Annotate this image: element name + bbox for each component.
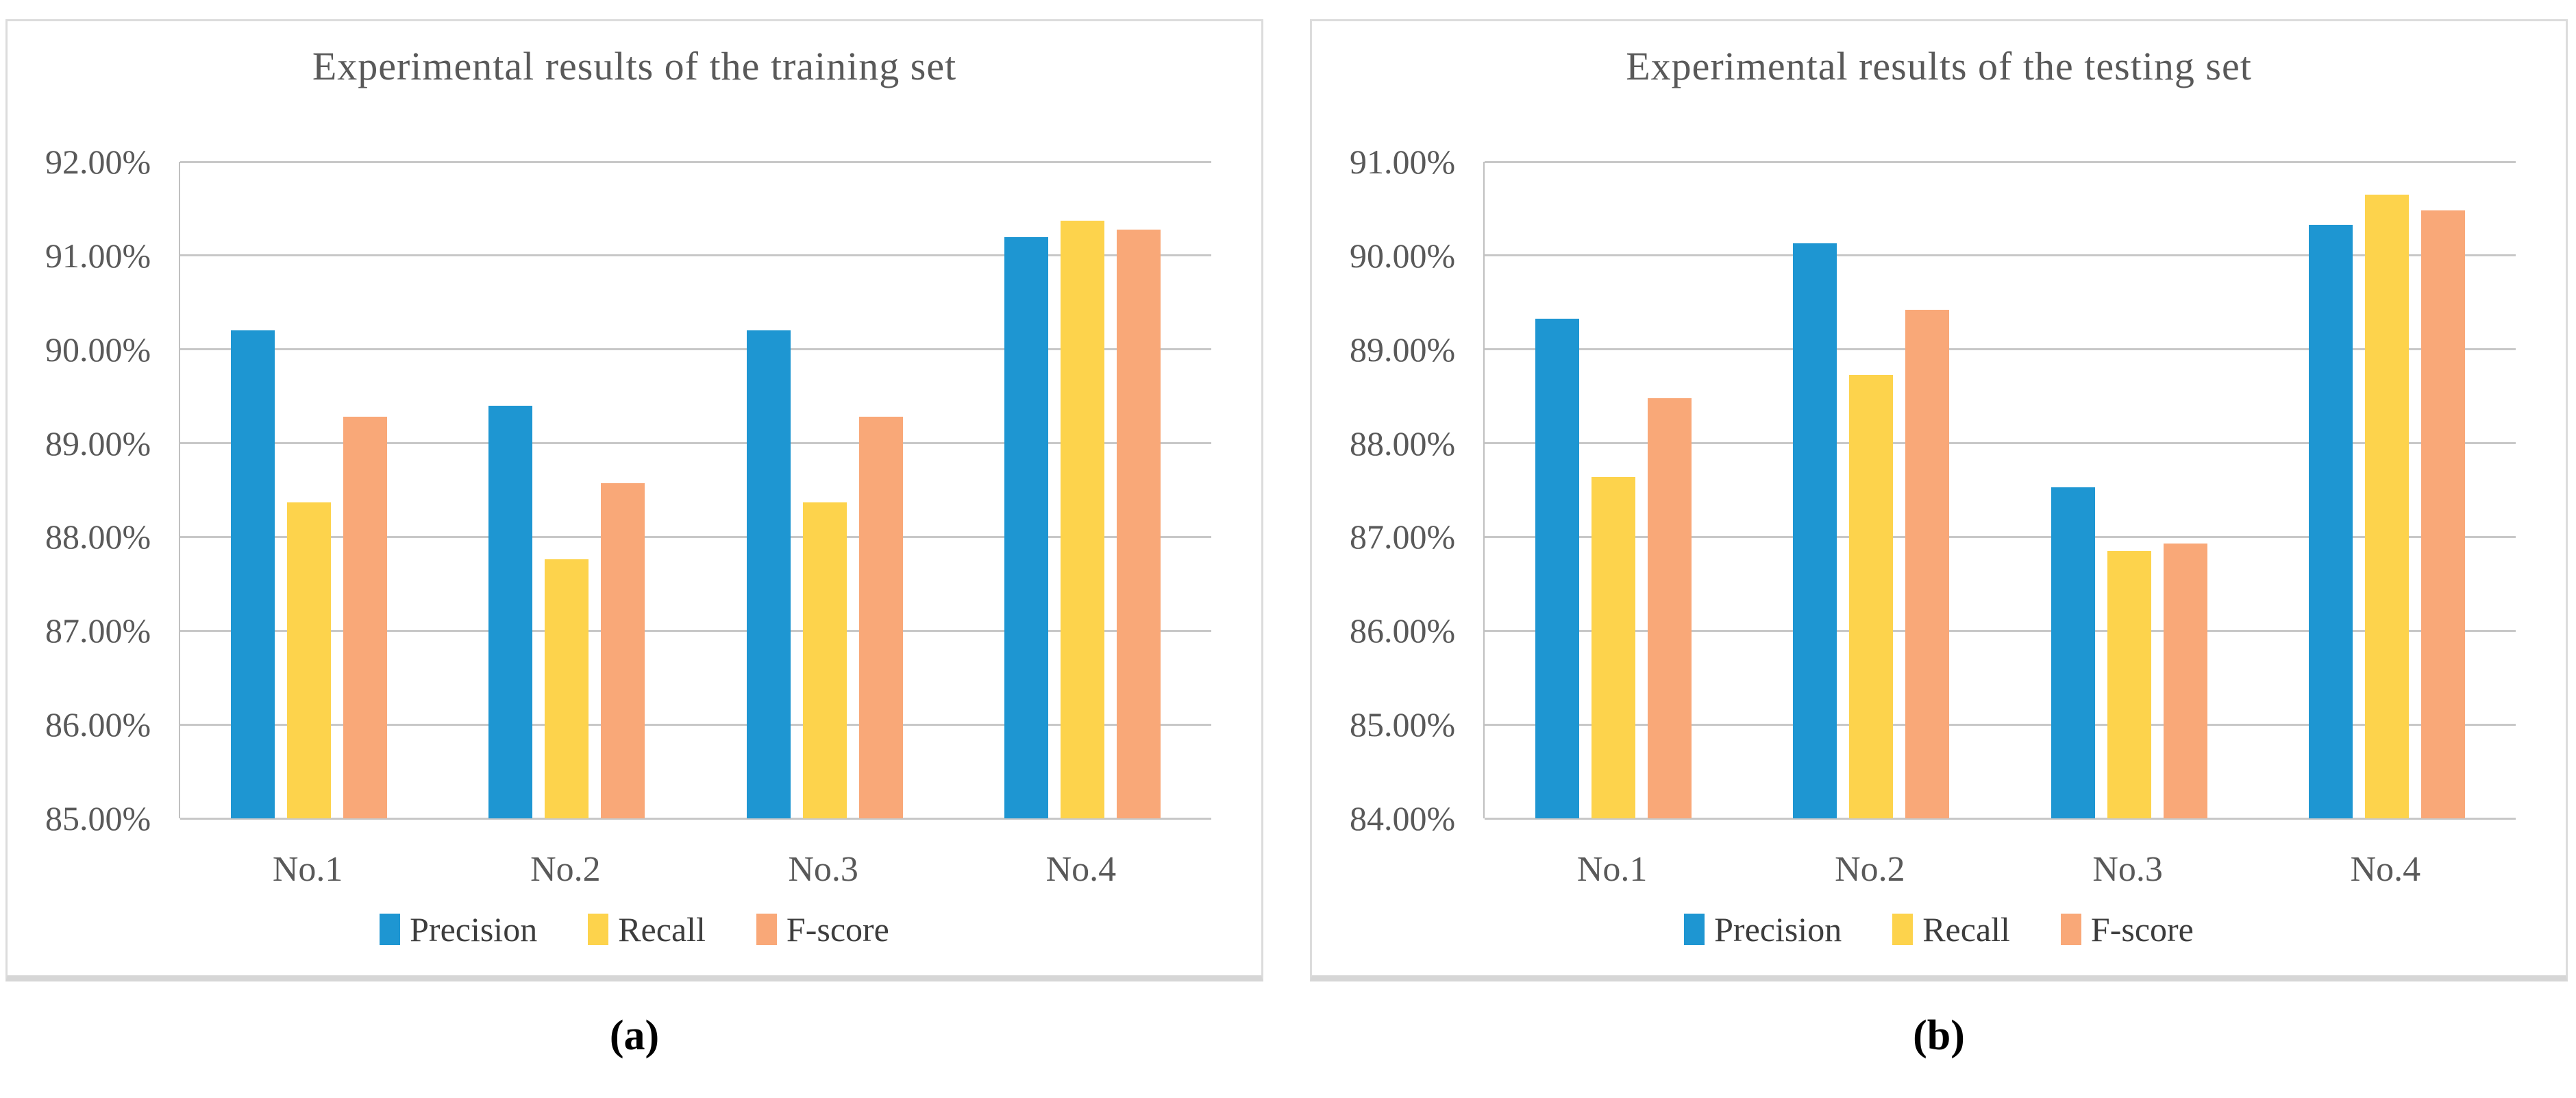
y-tick-label: 90.00% xyxy=(1350,236,1456,275)
legend-label-precision: Precision xyxy=(410,910,538,949)
y-tick-label: 90.00% xyxy=(45,330,151,369)
gridline xyxy=(1485,535,2516,538)
gridline xyxy=(1485,629,2516,632)
y-axis-tick-labels: 91.00% 90.00% 89.00% 88.00% 87.00% 86.00% 85.0… xyxy=(1350,143,1480,838)
y-tick-label: 84.00% xyxy=(1350,799,1456,838)
legend-label-recall: Recall xyxy=(618,910,706,949)
chart-panel-testing: Experimental results of the testing set … xyxy=(1310,19,2568,981)
bar-fscore-no3 xyxy=(858,417,903,818)
legend-item-recall: Recall xyxy=(1892,910,2010,949)
figure-caption-a: (a) xyxy=(609,1012,660,1059)
bar-precision-no1 xyxy=(1535,318,1580,818)
legend-item-fscore: F-score xyxy=(756,910,889,949)
gridline xyxy=(1485,254,2516,257)
x-category-label: No.3 xyxy=(788,850,858,889)
bar-fscore-no1 xyxy=(343,417,388,818)
bar-recall-no1 xyxy=(287,502,332,818)
bar-precision-no3 xyxy=(746,330,791,818)
legend-marker-fscore xyxy=(756,914,777,945)
bar-precision-no3 xyxy=(2051,487,2095,818)
legend-label-fscore: F-score xyxy=(786,910,889,949)
legend-testing: Precision Recall F-score xyxy=(1312,910,2566,949)
bar-precision-no2 xyxy=(1793,243,1837,818)
gridline xyxy=(180,723,1211,726)
y-tick-label: 87.00% xyxy=(1350,517,1456,557)
gridline xyxy=(180,442,1211,445)
legend-marker-precision xyxy=(1684,914,1705,945)
bar-precision-no1 xyxy=(231,330,275,818)
x-category-label: No.2 xyxy=(530,850,601,889)
legend-item-recall: Recall xyxy=(588,910,706,949)
y-tick-label: 91.00% xyxy=(45,236,151,275)
y-tick-label: 92.00% xyxy=(45,143,151,181)
bar-recall-no2 xyxy=(545,559,589,818)
y-tick-label: 88.00% xyxy=(1350,424,1456,463)
gridline xyxy=(180,348,1211,351)
gridline xyxy=(180,629,1211,632)
y-tick-label: 86.00% xyxy=(45,705,151,744)
legend-item-precision: Precision xyxy=(1684,910,1842,949)
y-tick-label: 88.00% xyxy=(45,517,151,557)
legend-marker-recall xyxy=(588,914,609,945)
legend-training: Precision Recall F-score xyxy=(8,910,1261,949)
gridline xyxy=(180,254,1211,257)
legend-marker-precision xyxy=(380,914,401,945)
bar-fscore-no2 xyxy=(601,483,645,818)
y-axis-tick-labels: 92.00% 91.00% 90.00% 89.00% 88.00% 87.00% 86.0… xyxy=(45,143,175,838)
bar-recall-no1 xyxy=(1592,476,1636,818)
gridline xyxy=(180,535,1211,538)
bar-recall-no3 xyxy=(802,502,847,818)
y-tick-label: 85.00% xyxy=(1350,705,1456,744)
chart-title-testing: Experimental results of the testing set xyxy=(1626,44,2252,88)
y-tick-label: 89.00% xyxy=(45,424,151,463)
gridline xyxy=(1485,817,2516,820)
bar-recall-no4 xyxy=(1060,221,1104,818)
x-category-label: No.3 xyxy=(2092,850,2163,889)
chart-panel-training: Experimental results of the training set… xyxy=(5,19,1263,981)
legend-label-precision: Precision xyxy=(1714,910,1842,949)
gridline xyxy=(180,160,1211,163)
bar-fscore-no4 xyxy=(2420,210,2465,818)
legend-label-fscore: F-score xyxy=(2090,910,2194,949)
bar-precision-no2 xyxy=(488,405,533,818)
gridline xyxy=(1485,348,2516,351)
bar-fscore-no4 xyxy=(1116,229,1161,818)
gridline xyxy=(1485,442,2516,445)
gridline xyxy=(1485,723,2516,726)
y-tick-label: 86.00% xyxy=(1350,611,1456,650)
bar-recall-no4 xyxy=(2364,194,2409,818)
bar-precision-no4 xyxy=(2308,224,2353,818)
x-category-label: No.1 xyxy=(272,850,343,889)
legend-item-precision: Precision xyxy=(380,910,537,949)
y-tick-label: 85.00% xyxy=(45,799,151,838)
bar-precision-no4 xyxy=(1004,236,1048,818)
y-tick-label: 87.00% xyxy=(45,611,151,650)
figure-caption-b: (b) xyxy=(1913,1012,1965,1059)
gridline xyxy=(1485,160,2516,163)
x-axis-category-labels: No.1 No.2 No.3 No.4 xyxy=(1483,849,2514,904)
y-tick-label: 91.00% xyxy=(1350,143,1456,181)
x-category-label: No.2 xyxy=(1835,850,1905,889)
legend-marker-fscore xyxy=(2060,914,2081,945)
x-category-label: No.4 xyxy=(2350,850,2421,889)
bar-recall-no2 xyxy=(1849,374,1894,818)
chart-title-training: Experimental results of the training set xyxy=(312,44,957,88)
bar-fscore-no3 xyxy=(2163,544,2207,818)
x-category-label: No.1 xyxy=(1576,850,1648,889)
plot-area-testing xyxy=(1483,160,2516,820)
legend-marker-recall xyxy=(1892,914,1914,945)
y-tick-label: 89.00% xyxy=(1350,330,1456,369)
bar-fscore-no2 xyxy=(1905,310,1950,818)
gridline xyxy=(180,817,1211,820)
x-axis-category-labels: No.1 No.2 No.3 No.4 xyxy=(179,849,1210,904)
bar-fscore-no1 xyxy=(1648,398,1692,818)
legend-item-fscore: F-score xyxy=(2060,910,2194,949)
legend-label-recall: Recall xyxy=(1922,910,2010,949)
bar-recall-no3 xyxy=(2107,550,2151,818)
plot-area-training xyxy=(179,160,1211,820)
x-category-label: No.4 xyxy=(1045,850,1117,889)
